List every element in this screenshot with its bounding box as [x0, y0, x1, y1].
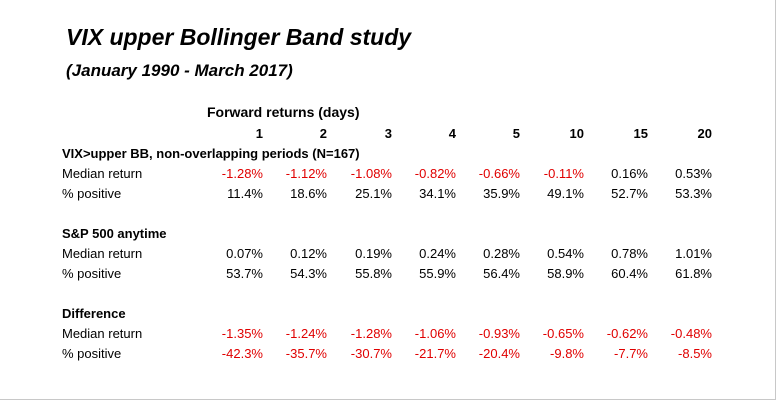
table-cell: -7.7%: [614, 346, 648, 361]
column-header: 10: [569, 126, 584, 141]
study-subtitle: (January 1990 - March 2017): [66, 61, 293, 80]
table-cell: 18.6%: [290, 186, 327, 201]
table-cell: -21.7%: [414, 346, 456, 361]
table-row: % positive 53.7% 54.3% 55.8% 55.9% 56.4% 58.9…: [0, 266, 778, 286]
table-cell: 35.9%: [483, 186, 520, 201]
table-cell: 52.7%: [611, 186, 648, 201]
table-row: Median return -1.35% -1.24% -1.28% -1.06% -0…: [0, 326, 778, 346]
table-cell: -0.48%: [670, 326, 712, 341]
table-cell: -1.08%: [350, 166, 392, 181]
table-cell: 53.3%: [675, 186, 712, 201]
column-header: 1: [255, 126, 263, 141]
table-cell: 60.4%: [611, 266, 648, 281]
table-cell: -0.66%: [478, 166, 520, 181]
row-label: Median return: [62, 166, 143, 181]
table-row: % positive -42.3% -35.7% -30.7% -21.7% -20.4…: [0, 346, 778, 366]
table-cell: -1.28%: [221, 166, 263, 181]
table-cell: -0.62%: [606, 326, 648, 341]
table-row: % positive 11.4% 18.6% 25.1% 34.1% 35.9% 49.1…: [0, 186, 778, 206]
table-cell: 58.9%: [547, 266, 584, 281]
table-cell: -1.06%: [414, 326, 456, 341]
table-cell: 53.7%: [226, 266, 263, 281]
table-cell: 0.07%: [226, 246, 263, 261]
table-cell: 1.01%: [675, 246, 712, 261]
row-label: % positive: [62, 266, 122, 281]
column-header: 20: [697, 126, 712, 141]
table-cell: 61.8%: [675, 266, 712, 281]
row-label: % positive: [62, 346, 122, 361]
row-label: % positive: [62, 186, 122, 201]
section-heading-row: S&P 500 anytime: [0, 226, 778, 246]
table-cell: -0.65%: [542, 326, 584, 341]
column-header: 2: [319, 126, 327, 141]
row-label: Median return: [62, 326, 143, 341]
table-cell: 25.1%: [355, 186, 392, 201]
column-header: 15: [633, 126, 648, 141]
table-cell: 0.54%: [547, 246, 584, 261]
table-cell: 0.28%: [483, 246, 520, 261]
table-cell: 49.1%: [547, 186, 584, 201]
section-heading-row: Difference: [0, 306, 778, 326]
section-heading: Difference: [62, 306, 126, 321]
table-cell: 54.3%: [290, 266, 327, 281]
table-cell: 56.4%: [483, 266, 520, 281]
table-cell: 0.19%: [355, 246, 392, 261]
table-cell: -1.24%: [285, 326, 327, 341]
forward-returns-header: Forward returns (days): [207, 104, 360, 120]
table-cell: -20.4%: [478, 346, 520, 361]
table-cell: -30.7%: [350, 346, 392, 361]
table-cell: -1.28%: [350, 326, 392, 341]
table-row: Median return 0.07% 0.12% 0.19% 0.24% 0.28% 0…: [0, 246, 778, 266]
column-header: 3: [384, 126, 392, 141]
table-cell: -35.7%: [285, 346, 327, 361]
table-cell: -1.35%: [221, 326, 263, 341]
table-cell: -9.8%: [550, 346, 584, 361]
table-cell: 34.1%: [419, 186, 456, 201]
column-header: 4: [448, 126, 456, 141]
table-cell: 0.53%: [675, 166, 712, 181]
table-cell: 55.9%: [419, 266, 456, 281]
table-cell: -1.12%: [285, 166, 327, 181]
table-cell: -0.11%: [543, 166, 584, 181]
column-header: 5: [512, 126, 520, 141]
table-cell: -42.3%: [221, 346, 263, 361]
table-row: Median return -1.28% -1.12% -1.08% -0.82% -0…: [0, 166, 778, 186]
section-heading: S&P 500 anytime: [62, 226, 167, 241]
table-cell: 11.4%: [227, 186, 263, 201]
table-cell: 55.8%: [355, 266, 392, 281]
row-label: Median return: [62, 246, 143, 261]
table-cell: 0.12%: [290, 246, 327, 261]
section-heading: VIX>upper BB, non-overlapping periods (N…: [62, 146, 360, 161]
table-cell: 0.16%: [611, 166, 648, 181]
table-cell: 0.24%: [419, 246, 456, 261]
column-header-row: 1 2 3 4 5 10 15 20: [0, 126, 778, 146]
table-cell: -0.93%: [478, 326, 520, 341]
study-title: VIX upper Bollinger Band study: [66, 24, 412, 50]
table-cell: 0.78%: [611, 246, 648, 261]
table-cell: -8.5%: [678, 346, 712, 361]
section-heading-row: VIX>upper BB, non-overlapping periods (N…: [0, 146, 778, 166]
table-cell: -0.82%: [414, 166, 456, 181]
